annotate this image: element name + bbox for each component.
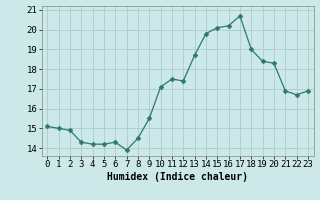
X-axis label: Humidex (Indice chaleur): Humidex (Indice chaleur) (107, 172, 248, 182)
